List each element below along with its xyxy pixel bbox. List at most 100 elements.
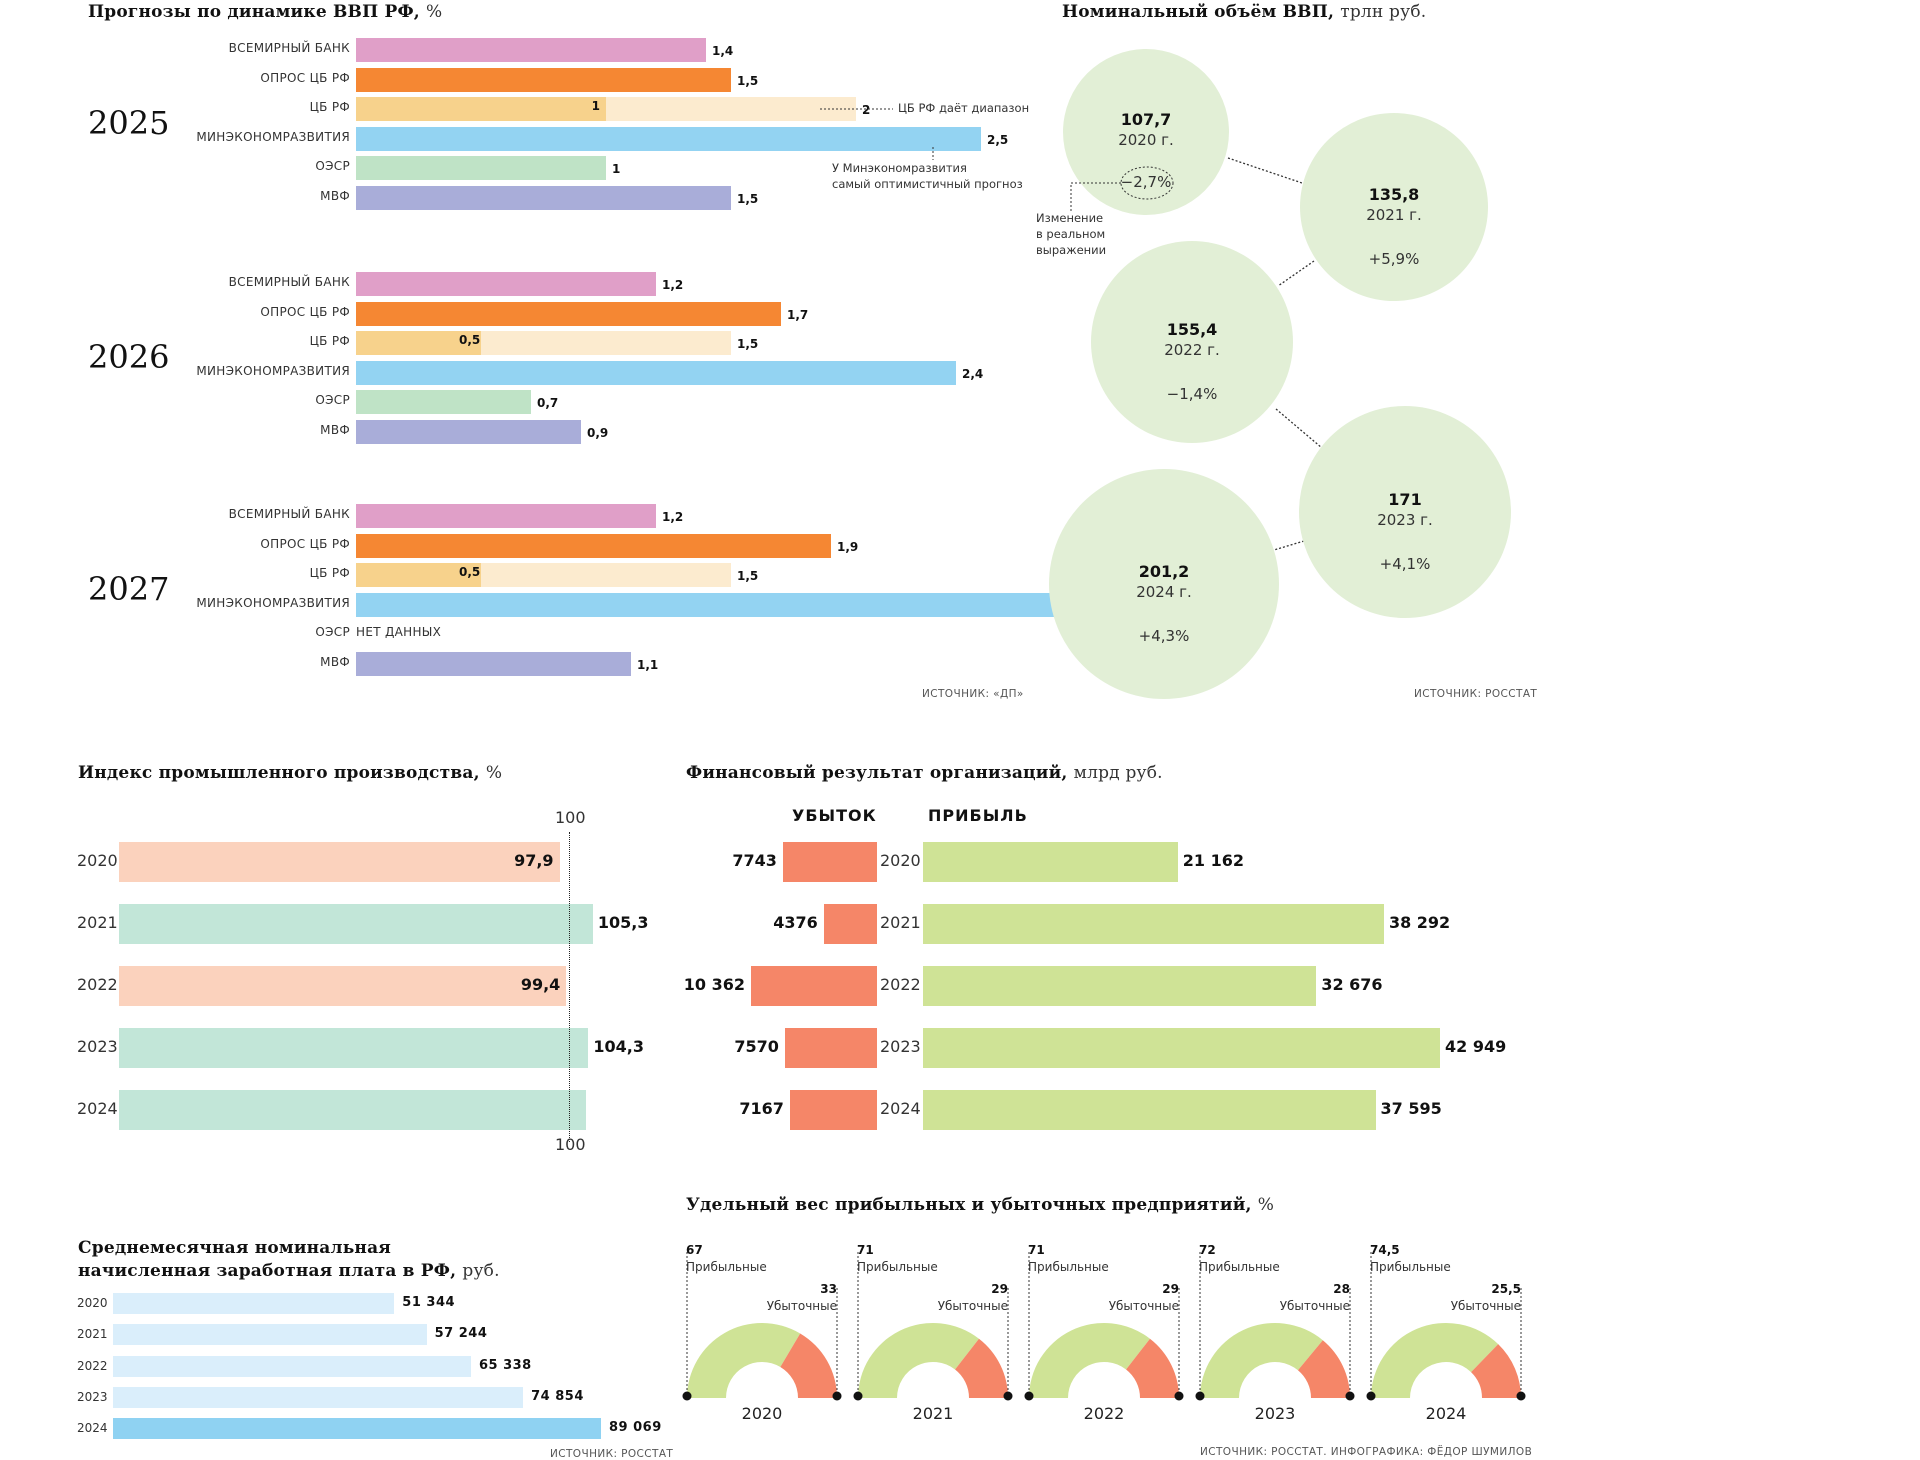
forecast-value-low: 1 bbox=[591, 99, 600, 114]
forecast-value: 1,4 bbox=[712, 44, 734, 58]
share-source: ИСТОЧНИК: РОССТАТ. ИНФОГРАФИКА: ФЁДОР ШУ… bbox=[1200, 1446, 1533, 1458]
gdp-bubble-change: −2,7% bbox=[1120, 173, 1172, 191]
industry-value: 99,4 bbox=[520, 975, 561, 994]
profit-value: 32 676 bbox=[1321, 975, 1383, 994]
gdp-bubble-year: 2023 г. bbox=[1377, 511, 1433, 529]
profit-value: 37 595 bbox=[1380, 1099, 1442, 1118]
forecast-value-high: 1,5 bbox=[737, 337, 759, 352]
gauge-year-label: 2021 bbox=[912, 1404, 954, 1423]
forecast-category-label: ЦБ РФ bbox=[309, 566, 350, 581]
gauge-profit-segment bbox=[1029, 1323, 1150, 1398]
gdp-source: ИСТОЧНИК: РОССТАТ bbox=[1414, 688, 1538, 700]
forecast-category-label: МИНЭКОНОМРАЗВИТИЯ bbox=[196, 363, 350, 378]
gauge-svg bbox=[682, 1252, 1526, 1401]
forecast-category-label: ВСЕМИРНЫЙ БАНК bbox=[228, 275, 350, 289]
forecast-category-label: ОПРОС ЦБ РФ bbox=[260, 70, 350, 85]
industry-value: 104,3 bbox=[593, 1037, 644, 1056]
industry-year-label: 2022 bbox=[77, 975, 118, 994]
profit-header: ПРИБЫЛЬ bbox=[928, 806, 1028, 825]
forecast-bar-range-low bbox=[356, 563, 481, 588]
forecast-bar bbox=[356, 592, 1056, 617]
forecast-bar bbox=[356, 186, 731, 210]
forecast-category-label: МВФ bbox=[320, 423, 350, 437]
profit-bar bbox=[923, 842, 1178, 882]
gauge-loss-label: Убыточные bbox=[1279, 1299, 1350, 1313]
loss-value: 4376 bbox=[773, 913, 818, 932]
forecast-value-low: 0,5 bbox=[459, 565, 481, 580]
profit-bar bbox=[923, 904, 1384, 944]
gauge-year-label: 2024 bbox=[1425, 1404, 1467, 1423]
forecasts-source: ИСТОЧНИК: «ДП» bbox=[922, 688, 1024, 700]
gauge-loss-dot bbox=[1345, 1391, 1355, 1401]
profit-value: 42 949 bbox=[1445, 1037, 1507, 1056]
loss-header: УБЫТОК bbox=[792, 806, 877, 825]
gdp-bubble-chart: 107,7 2020 г. −2,7% 135,8 2021 г. +5,9% 155,4 2… bbox=[0, 0, 1920, 720]
loss-value: 7743 bbox=[732, 851, 777, 870]
forecast-year-2025: 2025 bbox=[88, 104, 170, 142]
note-cbr-range: ЦБ РФ даёт диапазон bbox=[898, 101, 1030, 115]
gauge-profit-dot bbox=[1366, 1391, 1376, 1401]
profit-value: 21 162 bbox=[1182, 851, 1244, 870]
forecasts-title: Прогнозы по динамике ВВП РФ, % bbox=[88, 2, 443, 22]
gauge-loss-label: Убыточные bbox=[937, 1299, 1008, 1313]
gdp-bubble-value: 135,8 bbox=[1368, 185, 1420, 204]
loss-value: 7570 bbox=[734, 1037, 779, 1056]
gauge-year-label: 2022 bbox=[1083, 1404, 1125, 1423]
forecast-category-label: ВСЕМИРНЫЙ БАНК bbox=[228, 507, 350, 521]
wage-year-label: 2020 bbox=[77, 1296, 108, 1310]
forecast-bar bbox=[356, 156, 606, 181]
forecast-bar bbox=[356, 360, 956, 385]
forecast-value-high: 1,5 bbox=[737, 569, 759, 584]
forecast-value: 0,7 bbox=[537, 396, 559, 411]
forecast-value: 1,1 bbox=[637, 658, 659, 672]
finance-year-label: 2022 bbox=[880, 975, 921, 994]
gauge-profit-value: 67 bbox=[686, 1243, 703, 1257]
gauge-profit-value: 74,5 bbox=[1370, 1243, 1400, 1257]
gdp-bubble-year: 2021 г. bbox=[1366, 206, 1422, 224]
wage-value: 65 338 bbox=[478, 1357, 532, 1373]
gauge-loss-value: 29 bbox=[991, 1282, 1008, 1296]
industry-reference-line bbox=[569, 832, 570, 1142]
gdp-bubble bbox=[1049, 469, 1279, 699]
gauge-profit-segment bbox=[858, 1323, 979, 1398]
gauge-loss-label: Убыточные bbox=[766, 1299, 837, 1313]
gauge-profit-value: 71 bbox=[1028, 1243, 1045, 1257]
forecast-value: 0,9 bbox=[587, 426, 609, 440]
profit-value: 38 292 bbox=[1388, 913, 1451, 932]
wage-year-label: 2021 bbox=[77, 1327, 108, 1342]
gdp-note: Изменение в реальном выражении bbox=[1036, 211, 1107, 257]
wage-bar bbox=[113, 1418, 601, 1440]
forecast-value: 2,5 bbox=[987, 132, 1009, 147]
industry-year-label: 2024 bbox=[77, 1099, 118, 1118]
industry-bar bbox=[119, 1090, 587, 1130]
note-minec: У Минэкономразвития самый оптимистичный … bbox=[832, 161, 1023, 191]
loss-bar bbox=[789, 1090, 877, 1130]
gdp-bubble-change: +4,1% bbox=[1379, 555, 1431, 573]
gauge-year-label: 2020 bbox=[741, 1404, 783, 1423]
finance-year-label: 2021 bbox=[880, 913, 921, 932]
wage-year-label: 2023 bbox=[77, 1389, 108, 1404]
gauge-loss-label: Убыточные bbox=[1450, 1299, 1521, 1313]
gauge-loss-segment bbox=[955, 1338, 1008, 1398]
gauge-profit-label: Прибыльные bbox=[686, 1260, 767, 1274]
gauge-loss-dot bbox=[1174, 1391, 1184, 1401]
forecast-bar bbox=[356, 652, 631, 676]
forecast-bar bbox=[356, 420, 581, 444]
forecast-value: 1,5 bbox=[737, 73, 759, 88]
gdp-bubble-year: 2024 г. bbox=[1136, 583, 1192, 601]
gdp-bubble-value: 107,7 bbox=[1120, 110, 1172, 129]
forecast-value: 1,2 bbox=[662, 510, 684, 524]
gdp-bubble bbox=[1300, 113, 1488, 301]
wage-year-label: 2022 bbox=[77, 1358, 108, 1373]
forecasts-chart: 2025 ВСЕМИРНЫЙ БАНК 1,4 ОПРОС ЦБ РФ 1,5 ЦБ РФ… bbox=[0, 0, 1083, 700]
gauge-profit-value: 71 bbox=[857, 1243, 874, 1257]
gauge-profit-dot bbox=[1024, 1391, 1034, 1401]
gauge-profit-label: Прибыльные bbox=[1028, 1260, 1109, 1274]
forecast-bar bbox=[356, 126, 981, 151]
gauge-loss-value: 29 bbox=[1162, 1282, 1179, 1296]
gauge-loss-segment bbox=[1126, 1338, 1179, 1398]
gdp-bubble-value: 171 bbox=[1388, 490, 1422, 509]
gdp-note-pointer bbox=[1070, 166, 1174, 212]
forecast-value: 1,2 bbox=[662, 278, 684, 292]
wage-value: 51 344 bbox=[402, 1295, 456, 1310]
